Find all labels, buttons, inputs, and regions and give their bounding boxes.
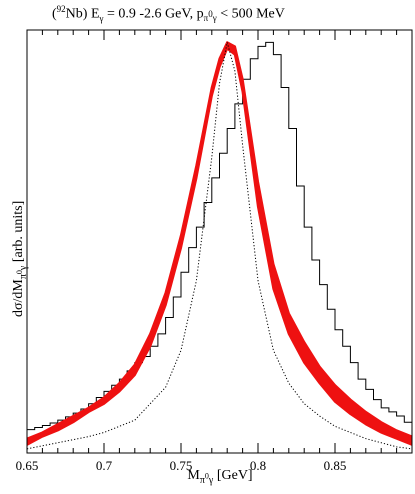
chart-title: (92Nb) Eγ = 0.9 -2.6 GeV, pπ0γ < 500 MeV	[52, 4, 285, 24]
x-tick-label: 0.8	[250, 458, 266, 473]
plot-frame	[26, 29, 413, 454]
series-group	[27, 41, 412, 450]
x-tick-label: 0.85	[324, 458, 347, 473]
x-axis-label: Mπ0γ [GeV]	[187, 468, 253, 486]
histogram-series	[27, 41, 412, 431]
x-tick-labels: 0.65 0.7 0.75 0.8 0.85	[16, 458, 347, 473]
axes	[26, 29, 413, 454]
model-band-series	[27, 41, 412, 446]
x-tick-label: 0.65	[16, 458, 39, 473]
x-tick-label: 0.7	[96, 458, 113, 473]
y-axis-label: dσ/dMπ0γ [arb. units]	[11, 200, 29, 318]
vacuum-dotted-series	[27, 42, 412, 450]
x-tick-label: 0.75	[170, 458, 193, 473]
plot-area	[27, 41, 412, 450]
